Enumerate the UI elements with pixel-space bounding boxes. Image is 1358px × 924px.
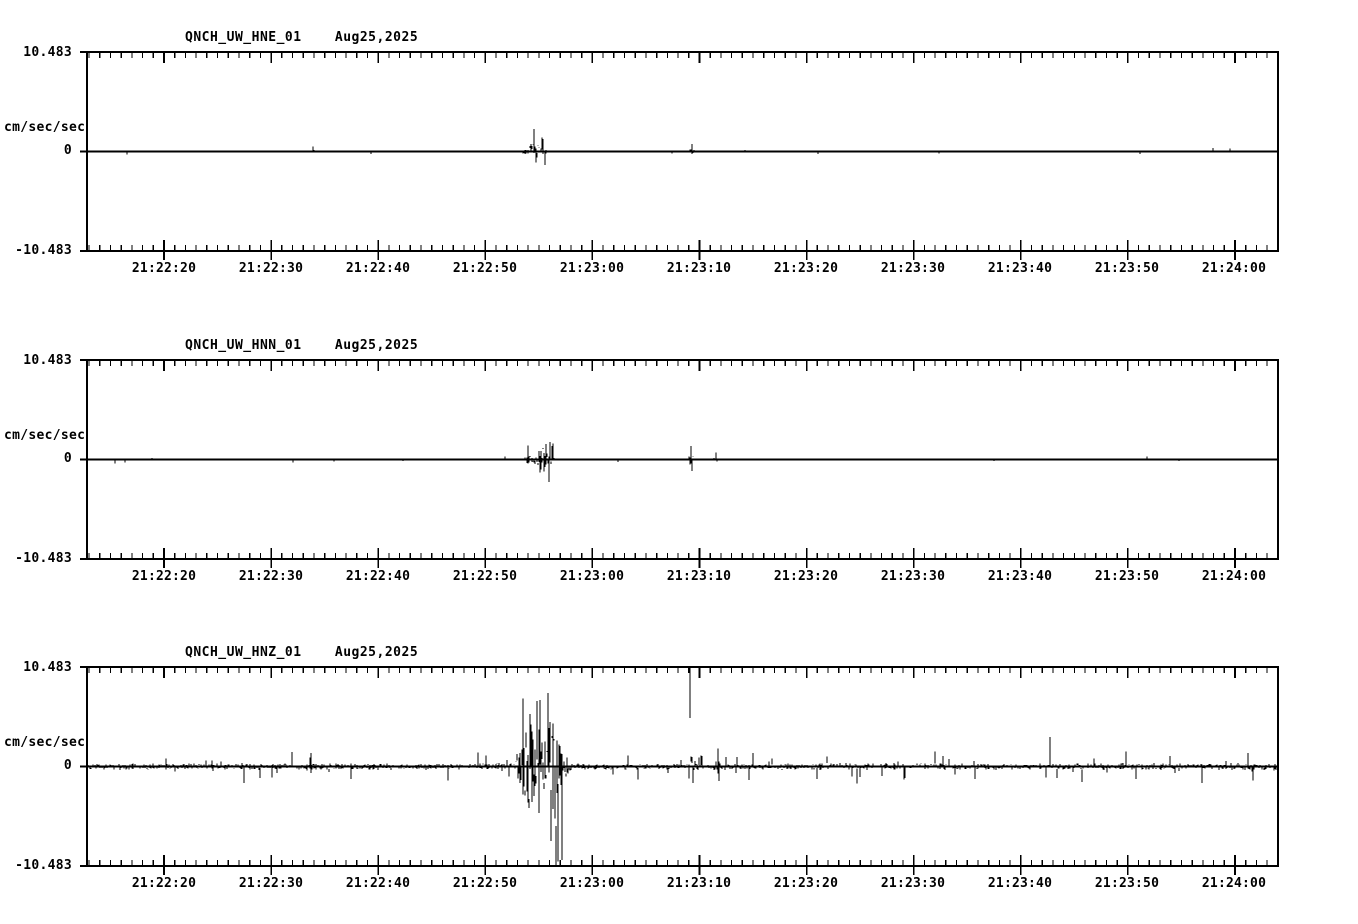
y-axis-min-label-hnz: -10.483 xyxy=(15,858,72,873)
x-tick-label: 21:22:50 xyxy=(452,569,518,584)
x-tick-label: 21:23:40 xyxy=(987,876,1053,891)
x-tick-label: 21:22:50 xyxy=(452,261,518,276)
x-tick-label: 21:22:20 xyxy=(131,876,197,891)
x-tick-label: 21:23:50 xyxy=(1094,261,1160,276)
x-tick-label: 21:24:00 xyxy=(1201,876,1267,891)
x-tick-label: 21:23:30 xyxy=(880,261,946,276)
x-tick-label: 21:22:30 xyxy=(238,261,304,276)
y-axis-min-label-hnn: -10.483 xyxy=(15,551,72,566)
panel-title-hnn: QNCH_UW_HNN_01 Aug25,2025 xyxy=(185,338,419,353)
y-axis-zero-label-hne: 0 xyxy=(63,143,72,158)
x-tick-label: 21:22:40 xyxy=(345,876,411,891)
y-axis-max-label-hne: 10.483 xyxy=(23,45,72,60)
x-tick-label: 21:22:30 xyxy=(238,569,304,584)
plot-frame-hnn xyxy=(80,359,1279,568)
x-tick-label: 21:24:00 xyxy=(1201,261,1267,276)
x-tick-label: 21:23:10 xyxy=(666,569,732,584)
y-axis-zero-label-hnn: 0 xyxy=(63,451,72,466)
y-axis-min-label-hne: -10.483 xyxy=(15,243,72,258)
x-tick-label: 21:22:40 xyxy=(345,261,411,276)
seismogram-panel-hnz: QNCH_UW_HNZ_01 Aug25,2025 10.483 cm/sec/… xyxy=(0,615,1358,915)
y-axis-zero-label-hnz: 0 xyxy=(63,758,72,773)
x-tick-label: 21:24:00 xyxy=(1201,569,1267,584)
y-axis-unit-label-hnz: cm/sec/sec xyxy=(4,735,86,750)
x-tick-label: 21:23:30 xyxy=(880,569,946,584)
panel-title-hne: QNCH_UW_HNE_01 Aug25,2025 xyxy=(185,30,419,45)
y-axis-max-label-hnz: 10.483 xyxy=(23,660,72,675)
y-axis-unit-label-hnn: cm/sec/sec xyxy=(4,428,86,443)
y-axis-unit-label-hne: cm/sec/sec xyxy=(4,120,86,135)
x-tick-label: 21:23:30 xyxy=(880,876,946,891)
x-tick-label: 21:22:20 xyxy=(131,261,197,276)
x-tick-label: 21:23:10 xyxy=(666,261,732,276)
x-tick-label: 21:22:50 xyxy=(452,876,518,891)
x-tick-label: 21:23:20 xyxy=(773,876,839,891)
x-tick-label: 21:22:30 xyxy=(238,876,304,891)
x-tick-label: 21:23:00 xyxy=(559,569,625,584)
seismogram-panel-hnn: QNCH_UW_HNN_01 Aug25,2025 10.483 cm/sec/… xyxy=(0,308,1358,608)
x-tick-label: 21:22:20 xyxy=(131,569,197,584)
plot-frame-hnz xyxy=(80,666,1279,875)
x-tick-label: 21:23:20 xyxy=(773,569,839,584)
x-tick-label: 21:23:10 xyxy=(666,876,732,891)
x-tick-label: 21:23:00 xyxy=(559,876,625,891)
x-tick-label: 21:23:50 xyxy=(1094,876,1160,891)
x-tick-label: 21:23:20 xyxy=(773,261,839,276)
x-tick-label: 21:22:40 xyxy=(345,569,411,584)
y-axis-max-label-hnn: 10.483 xyxy=(23,353,72,368)
x-tick-label: 21:23:40 xyxy=(987,261,1053,276)
x-tick-label: 21:23:50 xyxy=(1094,569,1160,584)
seismogram-panel-hne: QNCH_UW_HNE_01 Aug25,2025 10.483 cm/sec/… xyxy=(0,0,1358,300)
x-tick-label: 21:23:40 xyxy=(987,569,1053,584)
panel-title-hnz: QNCH_UW_HNZ_01 Aug25,2025 xyxy=(185,645,419,660)
plot-frame-hne xyxy=(80,51,1279,260)
x-tick-label: 21:23:00 xyxy=(559,261,625,276)
